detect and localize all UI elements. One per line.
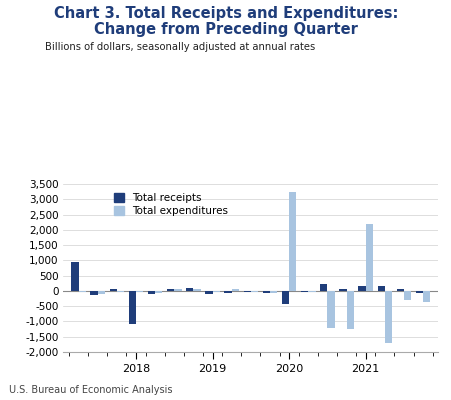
Text: Change from Preceding Quarter: Change from Preceding Quarter: [94, 22, 357, 37]
Bar: [262, 291, 269, 293]
Bar: [243, 291, 250, 292]
Bar: [136, 291, 143, 292]
Bar: [212, 291, 219, 292]
Bar: [174, 289, 181, 291]
Bar: [269, 291, 276, 293]
Bar: [147, 291, 155, 294]
Bar: [250, 291, 258, 292]
Bar: [281, 291, 289, 304]
Bar: [167, 289, 174, 291]
Bar: [300, 291, 308, 292]
Text: U.S. Bureau of Economic Analysis: U.S. Bureau of Economic Analysis: [9, 385, 172, 395]
Bar: [339, 289, 346, 291]
Bar: [90, 291, 97, 295]
Bar: [129, 291, 136, 324]
Bar: [327, 291, 334, 328]
Legend: Total receipts, Total expenditures: Total receipts, Total expenditures: [113, 192, 228, 216]
Bar: [358, 286, 365, 291]
Bar: [365, 224, 372, 291]
Bar: [415, 291, 422, 293]
Bar: [155, 291, 162, 293]
Bar: [384, 291, 391, 343]
Bar: [186, 288, 193, 291]
Bar: [109, 289, 117, 291]
Bar: [377, 286, 384, 291]
Bar: [224, 291, 231, 293]
Bar: [346, 291, 353, 329]
Bar: [396, 289, 403, 291]
Bar: [319, 284, 327, 291]
Bar: [193, 289, 200, 291]
Text: Billions of dollars, seasonally adjusted at annual rates: Billions of dollars, seasonally adjusted…: [45, 42, 315, 52]
Bar: [289, 192, 296, 291]
Bar: [231, 289, 239, 291]
Bar: [403, 291, 410, 300]
Bar: [71, 262, 78, 291]
Bar: [117, 291, 124, 292]
Bar: [308, 291, 315, 292]
Bar: [422, 291, 429, 302]
Bar: [78, 291, 86, 292]
Text: Chart 3. Total Receipts and Expenditures:: Chart 3. Total Receipts and Expenditures…: [54, 6, 397, 21]
Bar: [97, 291, 105, 294]
Bar: [205, 291, 212, 294]
